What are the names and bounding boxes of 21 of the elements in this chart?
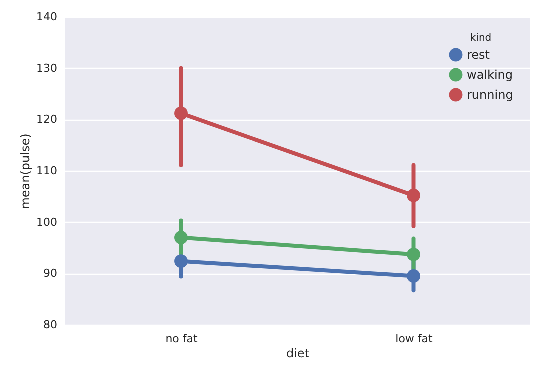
y-tick-label: 110 [36, 164, 58, 178]
legend-label: running [467, 88, 514, 102]
y-tick-label: 140 [36, 10, 58, 24]
x-tick-label: no fat [166, 332, 198, 346]
point [174, 231, 188, 244]
y-tick-label: 80 [44, 318, 58, 332]
legend-label: walking [467, 68, 514, 82]
x-axis-title: diet [286, 346, 310, 360]
point [407, 248, 420, 262]
y-tick-label: 130 [36, 62, 58, 75]
point [174, 106, 188, 120]
y-axis-title: mean(pulse) [18, 134, 33, 210]
y-tick-label: 120 [36, 113, 58, 126]
legend-label: rest [467, 48, 490, 62]
y-tick-label: 100 [36, 216, 58, 229]
x-tick-label: low fat [396, 332, 434, 346]
legend-title: kind [470, 33, 492, 44]
point [407, 188, 420, 202]
point [407, 270, 420, 283]
y-tick-label: 90 [44, 267, 58, 280]
point [174, 254, 188, 268]
